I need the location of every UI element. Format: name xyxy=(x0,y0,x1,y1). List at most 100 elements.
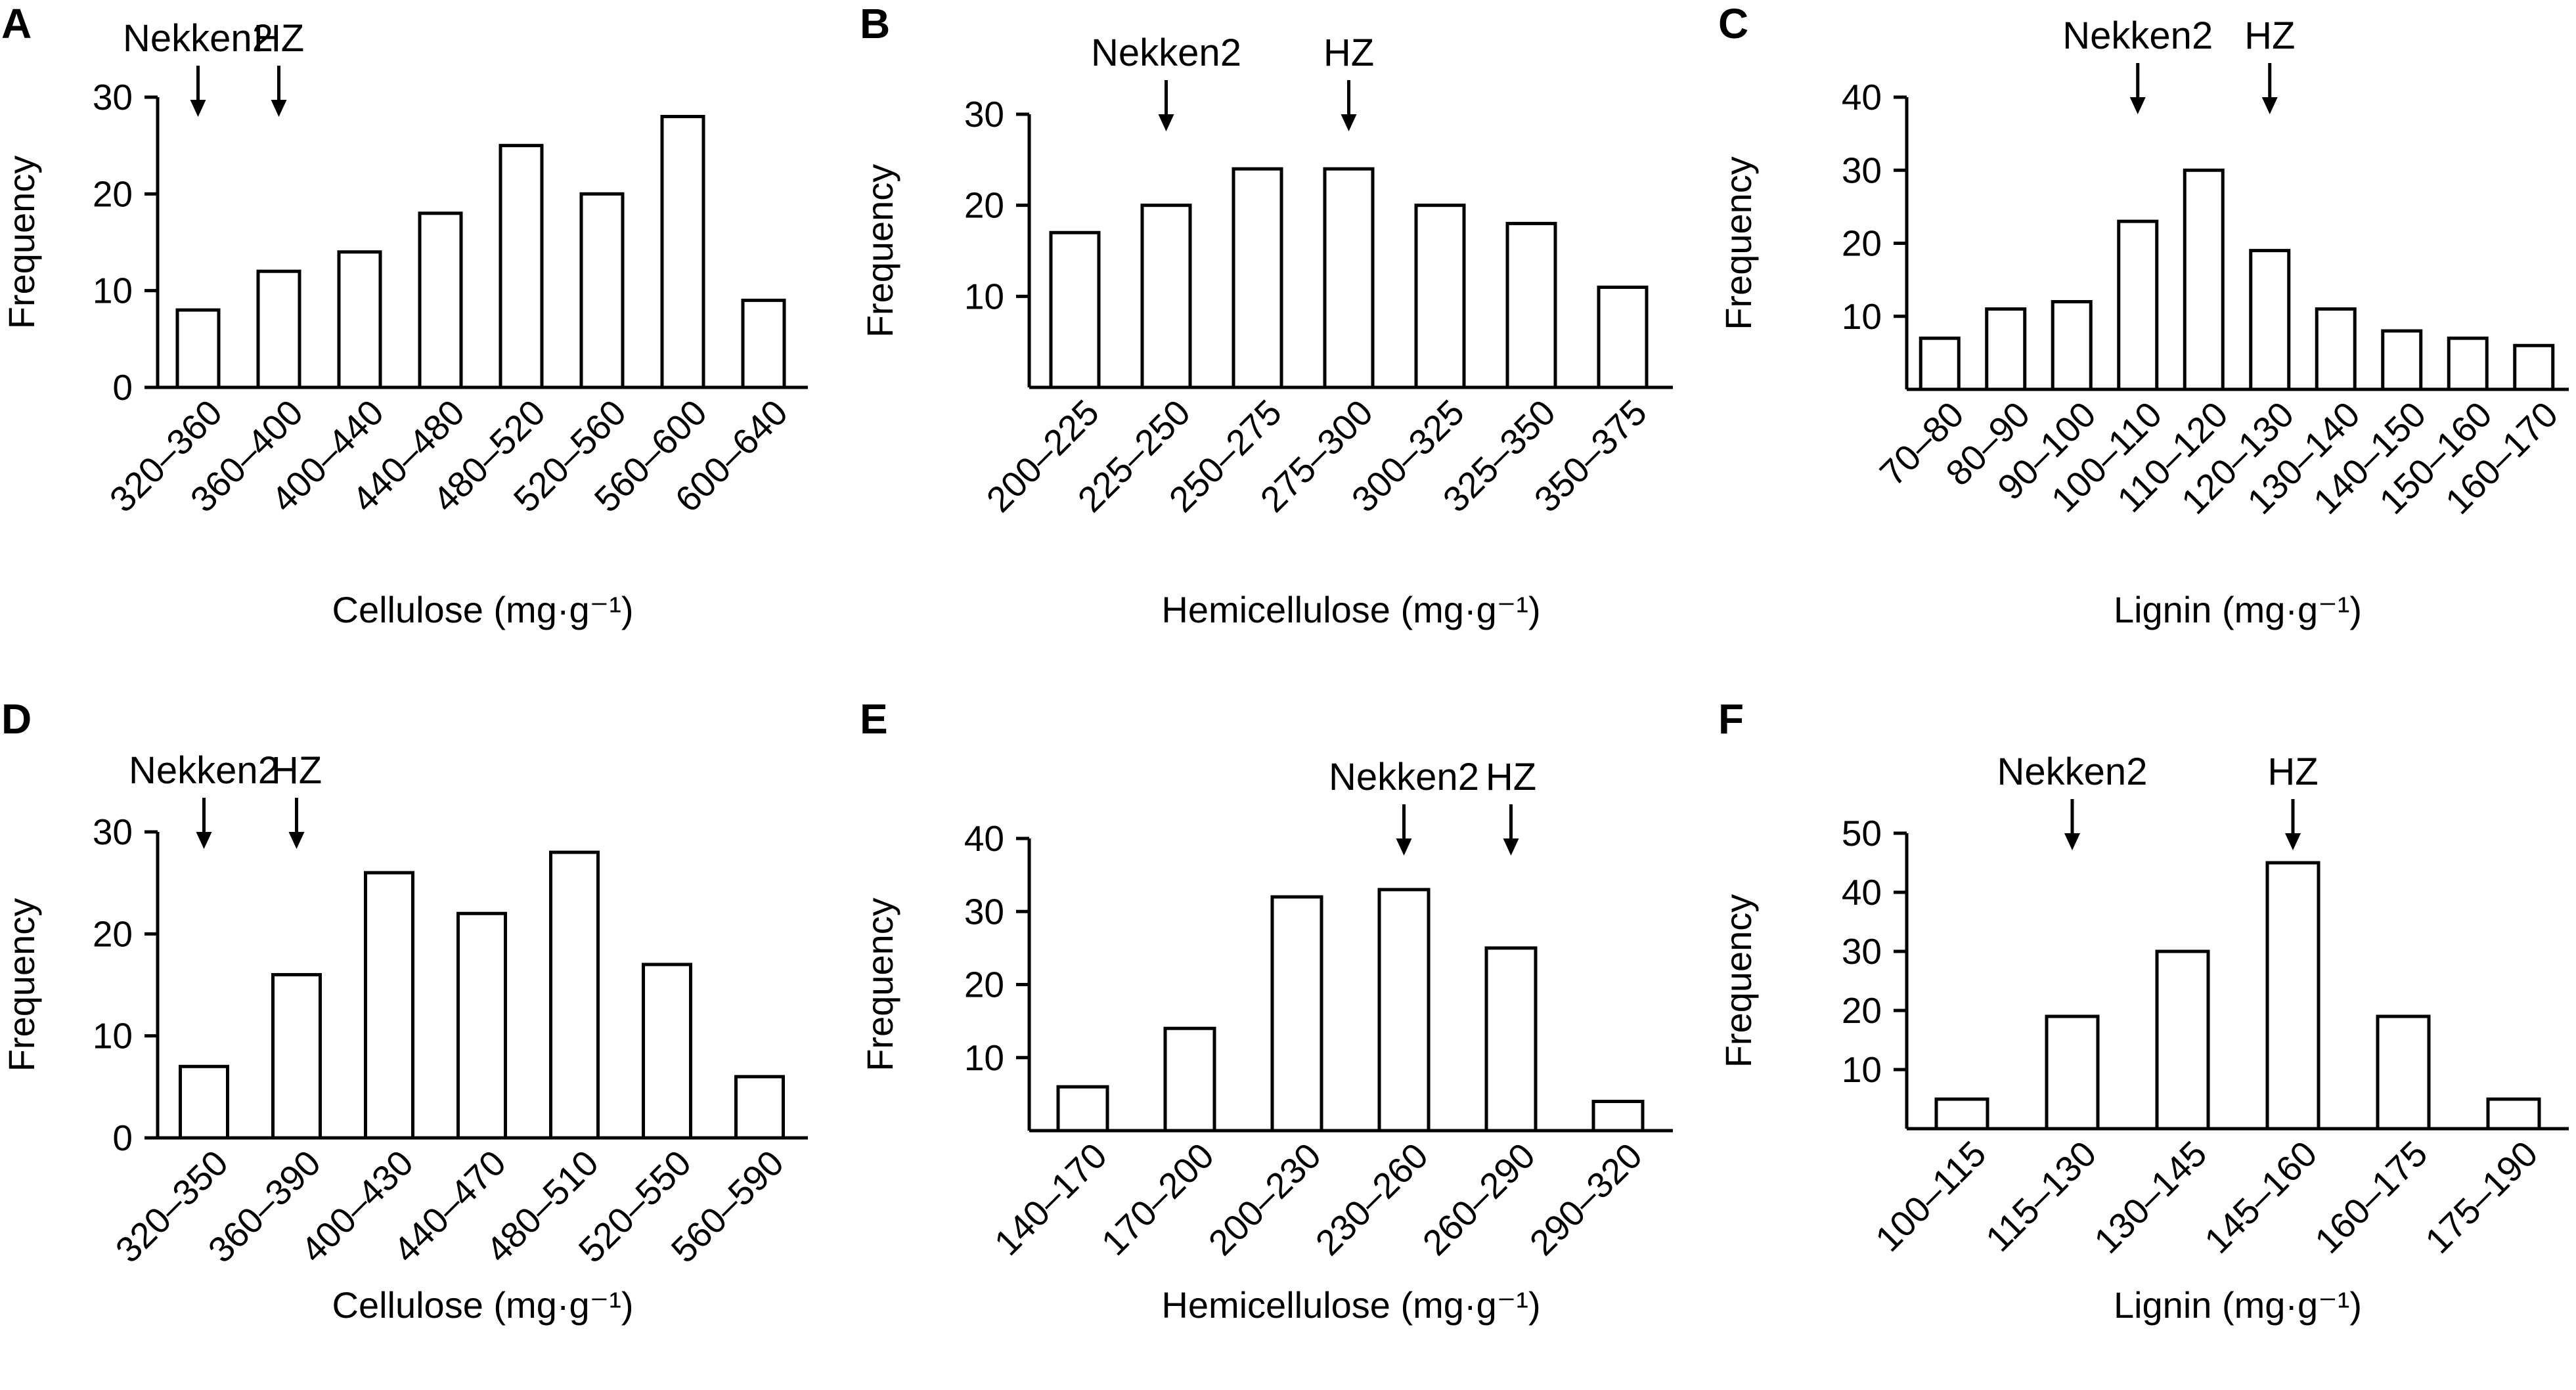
panel-letter: B xyxy=(860,0,890,47)
y-tick-label: 30 xyxy=(1842,150,1882,190)
bar xyxy=(2376,1014,2431,1131)
bar xyxy=(1934,1097,1989,1131)
x-tick-label: 100–115 xyxy=(1867,1133,1993,1259)
y-tick-label: 20 xyxy=(964,185,1004,226)
panel-letter: E xyxy=(860,695,888,743)
bar xyxy=(2183,168,2225,391)
bar xyxy=(1163,1026,1216,1133)
panel-f: F 10 20 30 40 50 Frequency 100–115 115–130 130–14… xyxy=(1717,695,2575,1390)
bar xyxy=(1323,167,1375,389)
y-axis-title: Frequency xyxy=(1718,156,1759,330)
x-axis-title: Hemicellulose (mg·g⁻¹) xyxy=(1161,589,1540,630)
panel-e: E 10 20 30 40 Frequency 140–170 170–200 200–230 2… xyxy=(858,695,1717,1390)
bar xyxy=(456,911,507,1140)
bar xyxy=(1985,307,2027,391)
bar xyxy=(2513,343,2555,391)
y-tick-label: 0 xyxy=(112,367,133,408)
chart-svg: B102030Frequency200–225225–250250–275275… xyxy=(859,0,1673,630)
x-tick-label: 170–200 xyxy=(1094,1135,1222,1263)
chart-svg: D0102030Frequency320–350360–390400–43044… xyxy=(1,695,808,1326)
bar xyxy=(1591,1100,1645,1133)
y-tick-label: 30 xyxy=(93,77,133,118)
panel-c: C 10 20 30 40 Frequency 70–80 80–90 90–100 100–11… xyxy=(1717,0,2575,695)
y-axis-title: Frequency xyxy=(1,898,42,1072)
y-axis-title: Frequency xyxy=(859,898,900,1072)
x-axis-title: Hemicellulose (mg·g⁻¹) xyxy=(1161,1284,1540,1326)
x-tick-label: 200–230 xyxy=(1201,1135,1329,1263)
marker-arrowhead xyxy=(1158,114,1174,131)
marker-label: Nekken2 xyxy=(129,749,279,792)
panel-letter: F xyxy=(1718,695,1744,743)
bar xyxy=(1049,230,1101,389)
marker-label: Nekken2 xyxy=(1091,32,1241,74)
x-tick-label: 130–145 xyxy=(2086,1133,2214,1261)
y-tick-label: 10 xyxy=(1842,1049,1882,1090)
bar xyxy=(1140,204,1192,389)
bar xyxy=(499,144,544,389)
panel-letter: D xyxy=(1,695,32,743)
x-axis-title: Cellulose (mg·g⁻¹) xyxy=(332,1284,634,1326)
bar xyxy=(364,871,414,1140)
bar xyxy=(2315,307,2357,391)
bar xyxy=(1505,221,1557,389)
y-tick-label: 40 xyxy=(1842,77,1882,118)
bar xyxy=(2381,329,2423,391)
bar xyxy=(2155,949,2210,1131)
chart-svg: C10203040Frequency70–8080–9090–100100–11… xyxy=(1718,0,2569,630)
panel-letter: A xyxy=(1,0,32,47)
marker-arrowhead xyxy=(2064,833,2080,850)
marker-arrowhead xyxy=(1396,838,1412,856)
x-tick-label: 175–190 xyxy=(2417,1133,2545,1261)
y-tick-label: 30 xyxy=(964,891,1004,932)
y-tick-label: 40 xyxy=(964,818,1004,859)
chart-svg: F 10 20 30 40 50 Frequency 100–115115–130130–14… xyxy=(1718,695,2569,1326)
y-tick-label: 50 xyxy=(1842,813,1882,854)
bar xyxy=(2051,300,2093,391)
marker-arrowhead xyxy=(2285,833,2301,850)
x-tick-label: 115–130 xyxy=(1978,1133,2104,1259)
x-axis-title: Lignin (mg·g⁻¹) xyxy=(2114,589,2362,630)
marker-label: HZ xyxy=(1323,32,1374,74)
bar xyxy=(271,972,322,1140)
x-tick-label: 230–260 xyxy=(1308,1135,1436,1263)
bar xyxy=(1919,336,1961,391)
bar xyxy=(2045,1014,2100,1131)
marker-label: HZ xyxy=(271,749,322,792)
chart-svg: A0102030Frequency320–360360–400400–44044… xyxy=(1,0,808,630)
bar xyxy=(660,114,705,389)
x-axis-title: Lignin (mg·g⁻¹) xyxy=(2114,1284,2362,1326)
bar xyxy=(1414,204,1466,389)
marker-arrowhead xyxy=(288,832,305,849)
bar xyxy=(1270,895,1323,1133)
y-tick-label: 20 xyxy=(1842,990,1882,1031)
bar xyxy=(1597,285,1649,389)
bar xyxy=(1056,1085,1109,1133)
marker-label: Nekken2 xyxy=(123,17,273,60)
y-tick-label: 40 xyxy=(1842,872,1882,913)
y-tick-label: 10 xyxy=(93,1016,133,1056)
marker-arrowhead xyxy=(1341,114,1357,131)
bar xyxy=(418,211,463,389)
y-tick-label: 0 xyxy=(112,1118,133,1158)
chart-svg: E10203040Frequency140–170170–200200–2302… xyxy=(859,695,1673,1326)
x-axis-title: Cellulose (mg·g⁻¹) xyxy=(332,589,634,630)
y-tick-label: 10 xyxy=(964,276,1004,316)
y-tick-label: 10 xyxy=(1842,296,1882,337)
bar xyxy=(1484,946,1538,1133)
bar xyxy=(179,1064,229,1140)
y-axis-title: Frequency xyxy=(1,156,42,330)
y-axis-title: Frequency xyxy=(1718,894,1759,1068)
bar xyxy=(175,308,221,389)
y-tick-label: 10 xyxy=(964,1037,1004,1078)
y-tick-label: 30 xyxy=(964,94,1004,135)
x-tick-label: 290–320 xyxy=(1522,1135,1650,1263)
panel-d: D 0 10 20 30 Frequency 320–350 360–390 400–430 44… xyxy=(0,695,858,1390)
bar xyxy=(2447,336,2489,391)
marker-arrowhead xyxy=(196,832,212,849)
bar xyxy=(2117,219,2159,391)
marker-arrowhead xyxy=(271,100,287,117)
y-axis-title: Frequency xyxy=(859,164,900,338)
marker-label: HZ xyxy=(2244,14,2295,57)
panel-a: A 0 10 20 30 Frequency 320–360 360–400 400–440 44… xyxy=(0,0,858,695)
